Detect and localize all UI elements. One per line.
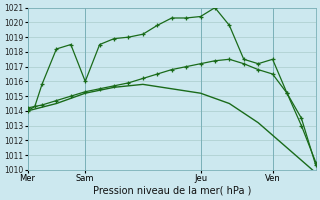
- X-axis label: Pression niveau de la mer( hPa ): Pression niveau de la mer( hPa ): [92, 186, 251, 196]
